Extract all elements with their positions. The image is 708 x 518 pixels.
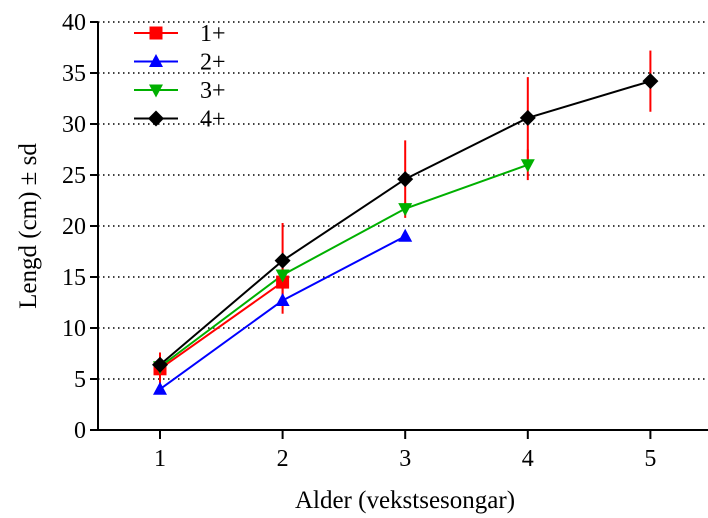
legend-marker-2 [149, 54, 163, 67]
series-markers [152, 73, 659, 395]
series-2-point-2 [275, 292, 290, 306]
y-tick-label-0: 0 [74, 418, 86, 444]
legend-marker-4 [148, 110, 164, 127]
legend-label-1: 1+ [200, 21, 226, 47]
legend-label-2: 2+ [200, 50, 226, 76]
y-tick-label-15: 15 [62, 265, 86, 291]
y-tick-label-5: 5 [74, 367, 86, 393]
series-4-point-4 [519, 109, 536, 126]
legend-marker-1 [149, 26, 163, 40]
series-4-point-3 [397, 171, 414, 188]
x-tick-label-1: 1 [154, 446, 166, 472]
series-3-point-3 [398, 203, 413, 217]
series-3-point-2 [275, 269, 290, 283]
grid [98, 21, 708, 380]
x-tick-label-4: 4 [522, 446, 534, 472]
y-axis-label: Lengd (cm) ± sd [15, 143, 42, 309]
series-2-point-1 [153, 381, 167, 395]
y-tick-label-20: 20 [62, 214, 86, 240]
legend: 1+ 2+3+ 4+ [134, 21, 226, 133]
x-tick-label-3: 3 [399, 446, 411, 472]
y-tick-label-25: 25 [62, 163, 86, 189]
series-1-line [159, 281, 284, 370]
y-tick-label-30: 30 [62, 112, 86, 138]
series-3-point-4 [520, 159, 535, 173]
series-3-line [159, 163, 529, 368]
y-tick-label-35: 35 [62, 61, 86, 87]
series-4-point-2 [274, 252, 291, 269]
legend-label-4: 4+ [200, 107, 226, 133]
x-axis-label: Alder (vekstsesongar) [295, 487, 515, 514]
x-tick-label-5: 5 [644, 446, 656, 472]
x-tick-label-2: 2 [277, 446, 289, 472]
y-tick-label-40: 40 [62, 10, 86, 36]
series-4-point-5 [642, 73, 659, 90]
error-bars [159, 50, 652, 393]
ticks: 0 5 10 15 20 25 30 35 40 1 2 3 4 5 [62, 10, 656, 472]
legend-marker-3 [149, 84, 163, 98]
legend-label-3: 3+ [200, 78, 226, 104]
series-2-point-3 [398, 228, 413, 242]
series-4-point-1 [152, 356, 168, 373]
y-tick-label-10: 10 [62, 316, 86, 342]
